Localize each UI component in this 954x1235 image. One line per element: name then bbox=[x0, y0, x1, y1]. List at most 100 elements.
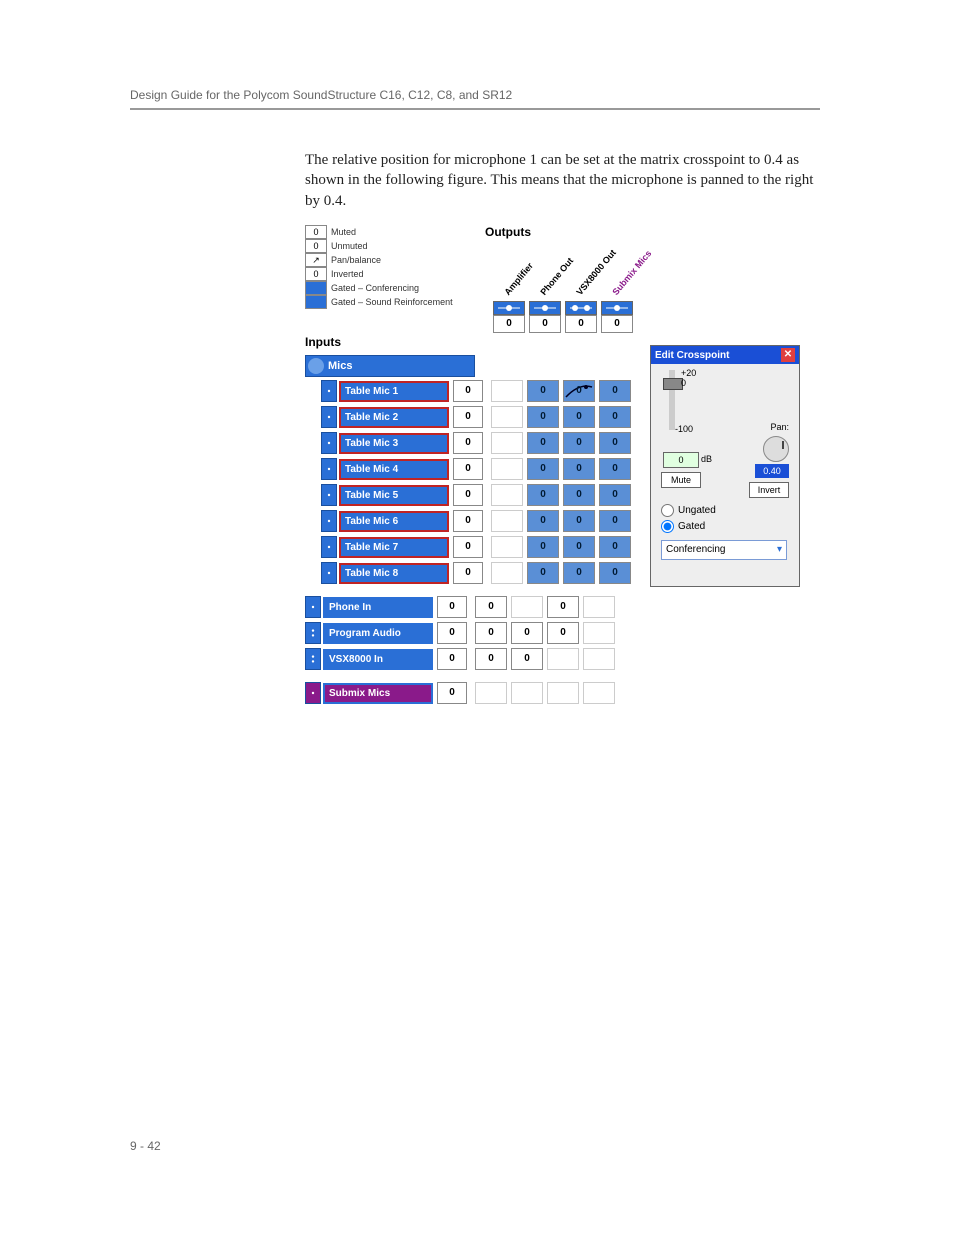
input-label[interactable]: Table Mic 7 bbox=[339, 537, 449, 558]
gated-radio[interactable]: Gated bbox=[661, 520, 705, 533]
input-fader[interactable]: 0 bbox=[453, 484, 483, 506]
gated-radio-input[interactable] bbox=[661, 520, 674, 533]
crosspoint-cell: . bbox=[491, 562, 523, 584]
ungated-radio-input[interactable] bbox=[661, 504, 674, 517]
crosspoint-cell[interactable]: 0 bbox=[527, 510, 559, 532]
crosspoint-cell[interactable]: 0 bbox=[475, 596, 507, 618]
crosspoint-cell[interactable]: 0 bbox=[599, 484, 631, 506]
input-fader[interactable]: 0 bbox=[453, 510, 483, 532]
crosspoint-cell[interactable]: 0 bbox=[547, 622, 579, 644]
input-label[interactable]: Submix Mics bbox=[323, 683, 433, 704]
crosspoint-cell[interactable]: 0 bbox=[599, 458, 631, 480]
crosspoint-cell: . bbox=[583, 622, 615, 644]
input-fader[interactable]: 0 bbox=[453, 406, 483, 428]
input-row: Table Mic 30.000 bbox=[321, 431, 635, 455]
output-indicator-icon bbox=[529, 301, 561, 315]
crosspoint-cell[interactable]: 0 bbox=[527, 484, 559, 506]
legend-text: Inverted bbox=[331, 269, 364, 279]
crosspoint-cell[interactable]: 0 bbox=[563, 458, 595, 480]
input-fader[interactable]: 0 bbox=[437, 648, 467, 670]
input-label[interactable]: Table Mic 5 bbox=[339, 485, 449, 506]
inputs-label: Inputs bbox=[305, 335, 341, 349]
crosspoint-cell[interactable]: 0 bbox=[527, 536, 559, 558]
input-label[interactable]: Phone In bbox=[323, 597, 433, 618]
crosspoint-cell[interactable]: 0 bbox=[563, 536, 595, 558]
input-fader[interactable]: 0 bbox=[437, 682, 467, 704]
crosspoint-cell[interactable]: 0 bbox=[563, 510, 595, 532]
crosspoint-cell[interactable]: 0 bbox=[511, 648, 543, 670]
mics-group-header[interactable]: Mics bbox=[305, 355, 475, 377]
input-fader[interactable]: 0 bbox=[453, 536, 483, 558]
crosspoint-cell[interactable]: 0 bbox=[511, 622, 543, 644]
crosspoint-cell[interactable]: 0 bbox=[599, 432, 631, 454]
crosspoint-cell[interactable]: 0 bbox=[563, 380, 595, 402]
input-label[interactable]: Table Mic 1 bbox=[339, 381, 449, 402]
crosspoint-cell[interactable]: 0 bbox=[527, 562, 559, 584]
gain-fader-knob[interactable] bbox=[663, 378, 683, 390]
gain-db-field[interactable]: 0 bbox=[663, 452, 699, 468]
crosspoint-cell[interactable]: 0 bbox=[563, 406, 595, 428]
crosspoint-cell: . bbox=[491, 458, 523, 480]
input-row: Table Mic 40.000 bbox=[321, 457, 635, 481]
crosspoint-cells: .000 bbox=[491, 510, 635, 532]
input-fader[interactable]: 0 bbox=[453, 380, 483, 402]
pan-label: Pan: bbox=[770, 422, 789, 432]
legend-row: 0Inverted bbox=[305, 267, 453, 281]
crosspoint-cell[interactable]: 0 bbox=[599, 536, 631, 558]
crosspoint-cell[interactable]: 0 bbox=[547, 596, 579, 618]
input-fader[interactable]: 0 bbox=[437, 622, 467, 644]
crosspoint-cell[interactable]: 0 bbox=[599, 510, 631, 532]
output-column: Amplifier0 bbox=[493, 225, 527, 315]
input-fader[interactable]: 0 bbox=[453, 458, 483, 480]
input-indicator-icon bbox=[321, 510, 337, 532]
input-label[interactable]: VSX8000 In bbox=[323, 649, 433, 670]
crosspoint-cell[interactable]: 0 bbox=[527, 380, 559, 402]
crosspoint-cell[interactable]: 0 bbox=[475, 622, 507, 644]
output-fader[interactable]: 0 bbox=[529, 315, 561, 333]
input-label[interactable]: Table Mic 4 bbox=[339, 459, 449, 480]
popup-title-text: Edit Crosspoint bbox=[655, 350, 729, 361]
input-fader[interactable]: 0 bbox=[437, 596, 467, 618]
invert-button[interactable]: Invert bbox=[749, 482, 789, 498]
crosspoint-cells: .000 bbox=[491, 380, 635, 402]
crosspoint-cell[interactable]: 0 bbox=[599, 562, 631, 584]
legend-row: 0Unmuted bbox=[305, 239, 453, 253]
gating-mode-dropdown[interactable]: Conferencing bbox=[661, 540, 787, 560]
crosspoint-cell[interactable]: 0 bbox=[527, 406, 559, 428]
crosspoint-cell: . bbox=[511, 682, 543, 704]
crosspoint-cell[interactable]: 0 bbox=[599, 406, 631, 428]
crosspoint-cell: . bbox=[547, 648, 579, 670]
page-number: 9 - 42 bbox=[130, 1139, 161, 1153]
crosspoint-cell[interactable]: 0 bbox=[563, 484, 595, 506]
legend-text: Pan/balance bbox=[331, 255, 381, 265]
output-fader[interactable]: 0 bbox=[565, 315, 597, 333]
pan-value-field[interactable]: 0.40 bbox=[755, 464, 789, 478]
crosspoint-cell: . bbox=[491, 406, 523, 428]
output-fader[interactable]: 0 bbox=[601, 315, 633, 333]
crosspoint-cells: .... bbox=[475, 682, 619, 704]
pan-knob[interactable] bbox=[763, 436, 789, 462]
input-label[interactable]: Table Mic 2 bbox=[339, 407, 449, 428]
crosspoint-cell[interactable]: 0 bbox=[563, 432, 595, 454]
crosspoint-cell[interactable]: 0 bbox=[599, 380, 631, 402]
crosspoint-cell[interactable]: 0 bbox=[527, 458, 559, 480]
crosspoint-cell[interactable]: 0 bbox=[563, 562, 595, 584]
crosspoint-cell[interactable]: 0 bbox=[527, 432, 559, 454]
input-label[interactable]: Table Mic 8 bbox=[339, 563, 449, 584]
legend-swatch: ↗ bbox=[305, 253, 327, 267]
input-fader[interactable]: 0 bbox=[453, 562, 483, 584]
crosspoint-cell: . bbox=[475, 682, 507, 704]
input-label[interactable]: Table Mic 6 bbox=[339, 511, 449, 532]
legend-row: Gated – Conferencing bbox=[305, 281, 453, 295]
crosspoint-cells: .000 bbox=[491, 458, 635, 480]
close-icon[interactable]: ✕ bbox=[781, 348, 795, 362]
ungated-radio[interactable]: Ungated bbox=[661, 504, 716, 517]
popup-titlebar: Edit Crosspoint ✕ bbox=[651, 346, 799, 364]
input-indicator-icon bbox=[321, 406, 337, 428]
mute-button[interactable]: Mute bbox=[661, 472, 701, 488]
output-fader[interactable]: 0 bbox=[493, 315, 525, 333]
input-fader[interactable]: 0 bbox=[453, 432, 483, 454]
input-label[interactable]: Program Audio bbox=[323, 623, 433, 644]
input-label[interactable]: Table Mic 3 bbox=[339, 433, 449, 454]
crosspoint-cell[interactable]: 0 bbox=[475, 648, 507, 670]
